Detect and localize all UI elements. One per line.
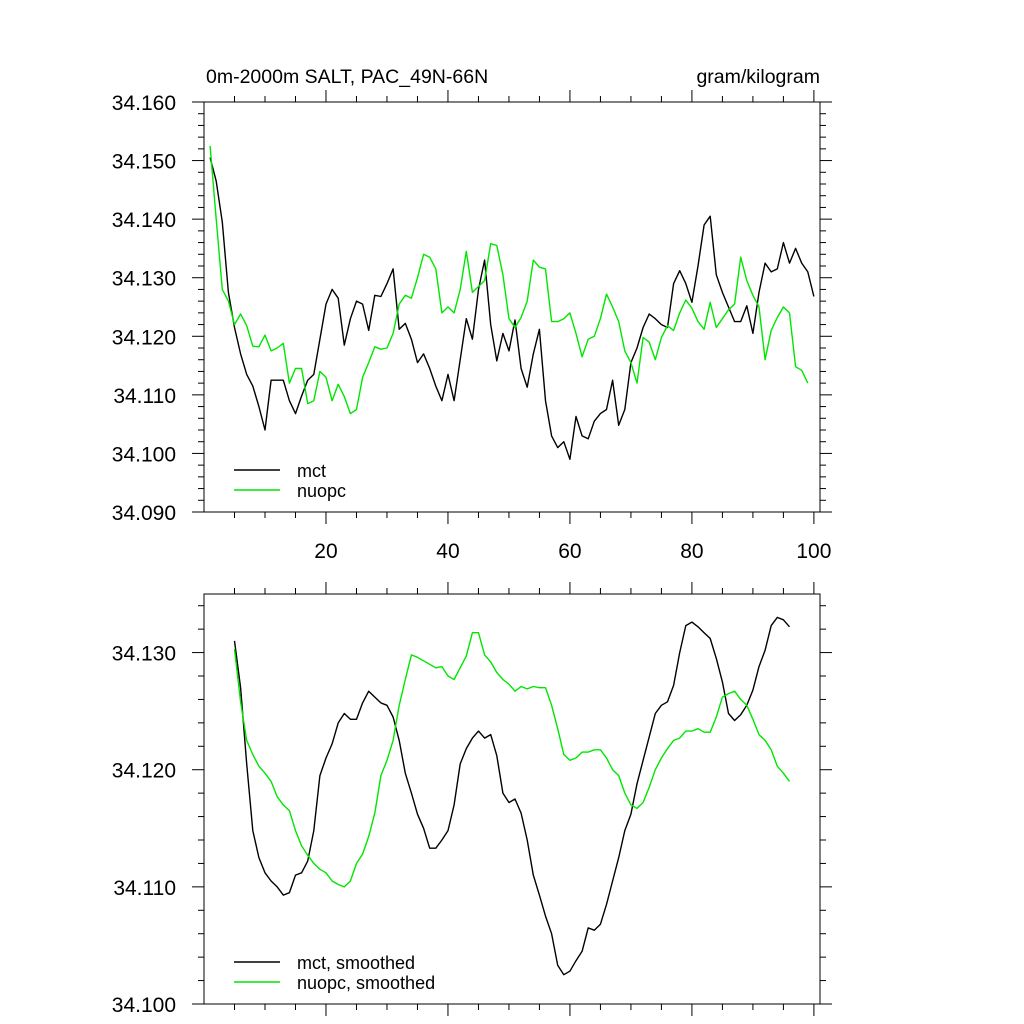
- series-line-mct: [209, 157, 815, 460]
- bottom-panel-frame: [203, 593, 821, 1005]
- y-tick-label: 34.090: [112, 502, 176, 525]
- top-panel-title: 0m-2000m SALT, PAC_49N-66N: [206, 66, 488, 88]
- y-tick-label: 34.140: [112, 209, 176, 232]
- bottom-panel: 34.100 34.110 34.120 34.130 mct, smoothed n…: [112, 582, 832, 1017]
- top-panel-ticks: [192, 90, 832, 524]
- bottom-panel-series: [233, 616, 791, 976]
- y-tick-label: 34.120: [112, 760, 176, 783]
- legend-label-nuopc-smoothed: nuopc, smoothed: [297, 973, 435, 993]
- y-tick-label: 34.110: [113, 385, 176, 408]
- bottom-panel-y-axis-labels: 34.100 34.110 34.120 34.130: [112, 643, 176, 1017]
- y-tick-label: 34.150: [112, 151, 176, 174]
- y-tick-label: 34.160: [112, 92, 176, 115]
- legend-label-mct-smoothed: mct, smoothed: [297, 953, 415, 973]
- legend-label-nuopc: nuopc: [297, 481, 346, 501]
- top-panel-x-axis-labels: 20 40 60 80 100: [314, 540, 831, 563]
- series-line-mct-smoothed: [233, 616, 791, 976]
- x-tick-label: 60: [558, 540, 581, 563]
- y-tick-label: 34.100: [112, 443, 176, 466]
- bottom-panel-legend: mct, smoothed nuopc, smoothed: [234, 953, 435, 993]
- x-tick-label: 100: [796, 540, 831, 563]
- series-line-nuopc-smoothed: [233, 632, 791, 888]
- y-tick-label: 34.100: [112, 994, 176, 1017]
- top-panel: 0m-2000m SALT, PAC_49N-66N gram/kilogram…: [112, 66, 832, 563]
- y-tick-label: 34.130: [112, 268, 176, 291]
- series-line-nuopc: [209, 145, 809, 415]
- y-tick-label: 34.130: [112, 643, 176, 666]
- top-panel-y-axis-labels: 34.090 34.100 34.110 34.120 34.130 34.140 34.1…: [112, 92, 176, 525]
- top-panel-frame: [203, 101, 821, 513]
- y-tick-label: 34.120: [112, 326, 176, 349]
- bottom-panel-ticks: [192, 582, 832, 1016]
- top-panel-units: gram/kilogram: [696, 66, 820, 88]
- x-tick-label: 20: [314, 540, 337, 563]
- top-panel-legend: mct nuopc: [234, 461, 346, 501]
- x-tick-label: 40: [436, 540, 459, 563]
- x-tick-label: 80: [680, 540, 703, 563]
- top-panel-series: [209, 145, 815, 460]
- y-tick-label: 34.110: [113, 877, 176, 900]
- legend-label-mct: mct: [297, 461, 326, 481]
